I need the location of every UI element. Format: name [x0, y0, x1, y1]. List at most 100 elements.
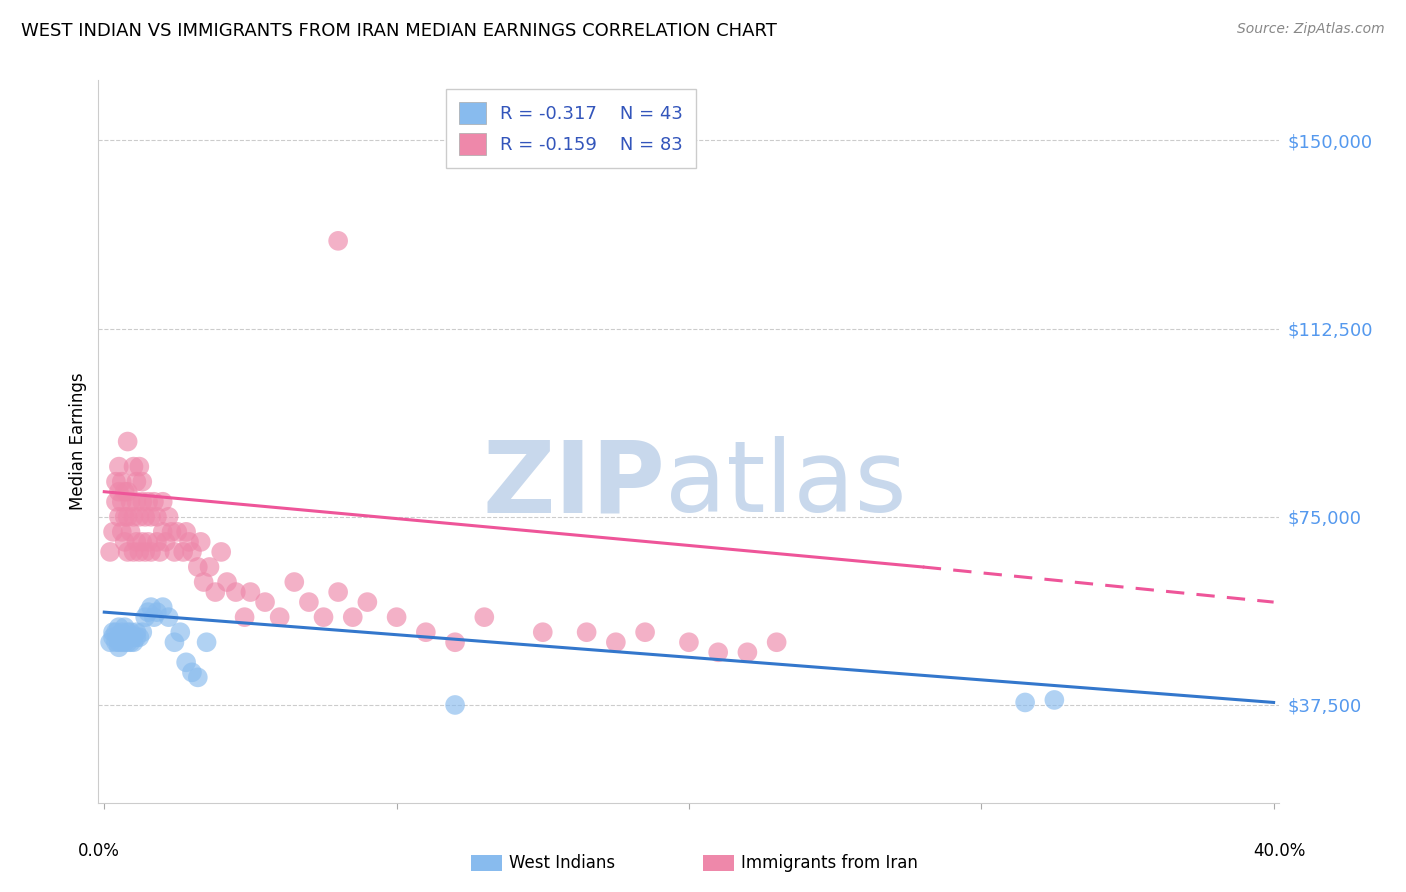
Point — [117, 635, 139, 649]
Point — [114, 509, 136, 524]
Text: Source: ZipAtlas.com: Source: ZipAtlas.com — [1237, 22, 1385, 37]
Point — [356, 595, 378, 609]
Point — [737, 645, 759, 659]
Point — [1043, 693, 1066, 707]
Point — [104, 475, 127, 489]
Point — [174, 524, 197, 539]
Point — [108, 509, 131, 524]
Point — [204, 585, 226, 599]
Point — [152, 524, 174, 539]
Point — [326, 234, 349, 248]
Point — [117, 630, 139, 644]
Point — [139, 509, 162, 524]
Point — [149, 545, 172, 559]
Point — [117, 434, 139, 449]
Point — [177, 534, 200, 549]
Point — [415, 625, 437, 640]
Point — [163, 635, 186, 649]
Point — [678, 635, 700, 649]
Point — [111, 524, 134, 539]
Point — [233, 610, 256, 624]
Point — [104, 625, 127, 640]
Point — [114, 484, 136, 499]
Point — [283, 574, 305, 589]
Point — [120, 494, 142, 508]
Point — [157, 509, 180, 524]
Point — [128, 509, 150, 524]
Point — [472, 610, 495, 624]
Text: ZIP: ZIP — [482, 436, 665, 533]
Point — [146, 534, 169, 549]
Point — [146, 605, 169, 619]
Point — [108, 630, 131, 644]
Point — [239, 585, 262, 599]
Point — [187, 560, 209, 574]
Point — [160, 524, 183, 539]
Point — [111, 630, 134, 644]
Point — [120, 635, 142, 649]
Point — [575, 625, 598, 640]
Text: 40.0%: 40.0% — [1253, 842, 1306, 860]
Point — [108, 620, 131, 634]
Point — [269, 610, 291, 624]
Point — [163, 545, 186, 559]
Point — [152, 494, 174, 508]
Point — [136, 534, 159, 549]
Point — [155, 534, 177, 549]
Point — [114, 620, 136, 634]
Point — [104, 635, 127, 649]
Point — [444, 698, 467, 712]
Point — [143, 610, 166, 624]
Point — [128, 630, 150, 644]
Point — [131, 475, 153, 489]
Point — [136, 605, 159, 619]
Text: Immigrants from Iran: Immigrants from Iran — [741, 854, 918, 871]
Point — [120, 625, 142, 640]
Point — [101, 524, 124, 539]
Point — [131, 494, 153, 508]
Point — [98, 545, 121, 559]
Text: 0.0%: 0.0% — [77, 842, 120, 860]
Point — [122, 635, 145, 649]
Point — [108, 459, 131, 474]
Point — [122, 630, 145, 644]
Point — [114, 630, 136, 644]
Point — [128, 459, 150, 474]
Point — [131, 534, 153, 549]
Point — [444, 635, 467, 649]
Point — [120, 630, 142, 644]
Point — [108, 484, 131, 499]
Point — [174, 655, 197, 669]
Point — [172, 545, 194, 559]
Point — [108, 640, 131, 655]
Point — [193, 574, 215, 589]
Point — [122, 459, 145, 474]
Point — [254, 595, 277, 609]
Point — [143, 494, 166, 508]
Point — [634, 625, 657, 640]
Y-axis label: Median Earnings: Median Earnings — [69, 373, 87, 510]
Point — [125, 630, 148, 644]
Point — [139, 600, 162, 615]
Point — [125, 534, 148, 549]
Point — [385, 610, 408, 624]
Point — [122, 509, 145, 524]
Point — [98, 635, 121, 649]
Point — [181, 665, 204, 680]
Point — [134, 545, 156, 559]
Point — [1014, 696, 1036, 710]
Point — [117, 484, 139, 499]
Point — [111, 494, 134, 508]
Point — [122, 545, 145, 559]
Point — [101, 630, 124, 644]
Point — [342, 610, 364, 624]
Point — [114, 534, 136, 549]
Point — [117, 625, 139, 640]
Point — [125, 475, 148, 489]
Point — [101, 625, 124, 640]
Point — [531, 625, 554, 640]
Point — [117, 545, 139, 559]
Point — [169, 625, 191, 640]
Point — [298, 595, 321, 609]
Text: WEST INDIAN VS IMMIGRANTS FROM IRAN MEDIAN EARNINGS CORRELATION CHART: WEST INDIAN VS IMMIGRANTS FROM IRAN MEDI… — [21, 22, 778, 40]
